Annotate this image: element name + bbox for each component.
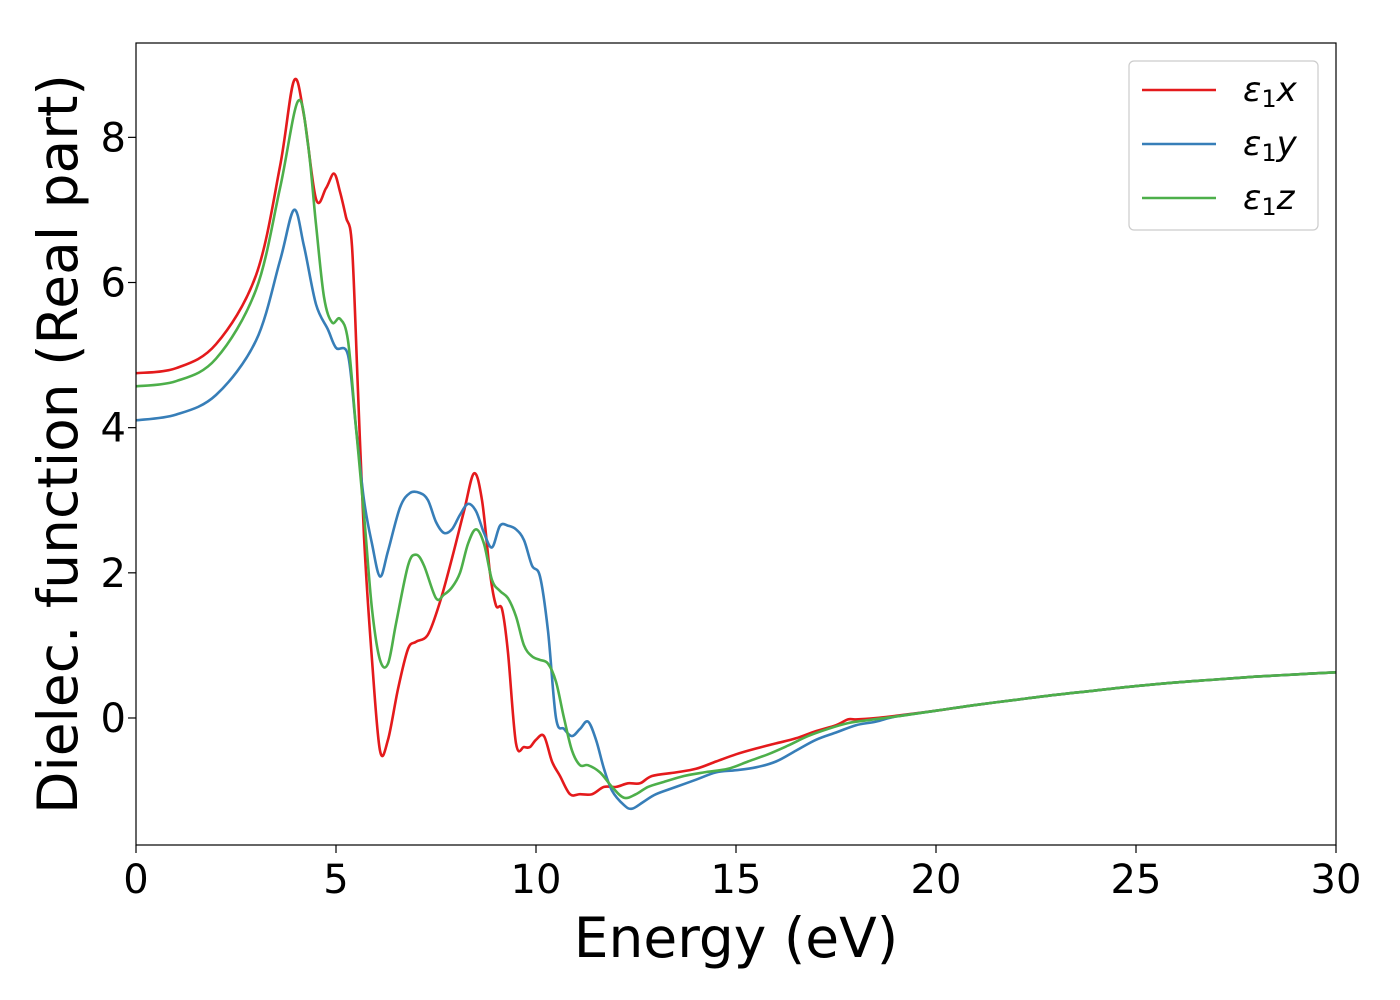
legend-box xyxy=(1128,60,1319,231)
legend-label-y: ε1y xyxy=(1243,124,1298,167)
y-tick-label: 4 xyxy=(101,406,126,452)
x-tick-label: 20 xyxy=(911,857,962,903)
x-tick-label: 10 xyxy=(511,857,562,903)
x-tick-label: 30 xyxy=(1311,857,1362,903)
y-axis-label: Dielec. function (Real part) xyxy=(26,74,90,814)
legend: ε1x ε1y ε1z xyxy=(1128,60,1319,231)
y-tick-label: 6 xyxy=(101,261,126,307)
x-tick-label: 0 xyxy=(123,857,148,903)
legend-label-x: ε1x xyxy=(1243,70,1298,113)
y-tick-label: 2 xyxy=(101,551,126,597)
series-line-z xyxy=(136,98,1336,800)
x-axis-ticks: 0 5 10 15 20 25 30 xyxy=(123,845,1361,903)
x-axis-label: Energy (eV) xyxy=(574,906,898,970)
y-tick-label: 0 xyxy=(101,696,126,742)
legend-label-z: ε1z xyxy=(1243,178,1296,221)
x-tick-label: 15 xyxy=(711,857,762,903)
x-tick-label: 5 xyxy=(323,857,348,903)
y-axis-ticks: 0 2 4 6 8 xyxy=(101,115,136,742)
series-layer xyxy=(136,77,1336,811)
x-tick-label: 25 xyxy=(1111,857,1162,903)
y-tick-label: 8 xyxy=(101,115,126,161)
